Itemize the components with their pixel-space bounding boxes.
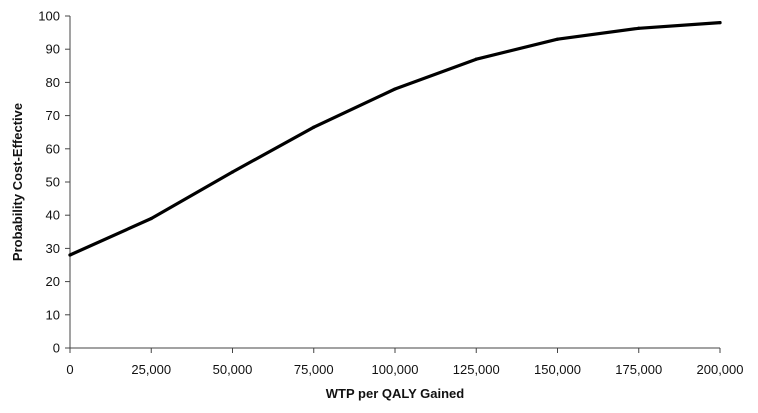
y-tick-label: 20 [46, 274, 60, 289]
y-axis-title: Probability Cost-Effective [10, 103, 25, 261]
data-point [68, 253, 72, 257]
x-axis-ticks: 0 25,000 50,000 75,000 100,000 125,000 150,000… [66, 348, 744, 377]
series-group [68, 21, 722, 257]
x-tick-label: 75,000 [294, 362, 334, 377]
data-point [718, 21, 722, 25]
series-line-1 [68, 21, 722, 257]
data-point [230, 170, 235, 174]
x-axis-title: WTP per QALY Gained [326, 386, 465, 401]
data-point [312, 125, 316, 129]
x-tick-label: 200,000 [697, 362, 744, 377]
data-point [149, 216, 153, 221]
y-tick-label: 80 [46, 75, 60, 90]
y-tick-label: 40 [46, 208, 60, 223]
y-axis-ticks: 0 10 20 30 40 50 60 70 80 90 100 [38, 9, 70, 356]
y-tick-label: 0 [53, 341, 60, 356]
x-tick-label: 0 [66, 362, 73, 377]
y-tick-label: 30 [46, 241, 60, 256]
y-tick-label: 10 [46, 307, 60, 322]
x-tick-label: 50,000 [213, 362, 253, 377]
data-point [555, 37, 560, 41]
y-tick-label: 90 [46, 42, 60, 57]
x-tick-label: 175,000 [615, 362, 662, 377]
data-point [637, 26, 641, 30]
data-point [393, 87, 397, 91]
y-tick-label: 100 [38, 9, 60, 24]
axes [69, 16, 720, 349]
x-tick-label: 100,000 [372, 362, 419, 377]
y-tick-label: 60 [46, 141, 60, 156]
data-point [474, 57, 478, 61]
x-tick-label: 25,000 [131, 362, 171, 377]
y-tick-label: 50 [46, 175, 60, 190]
x-tick-label: 125,000 [453, 362, 500, 377]
x-tick-label: 150,000 [534, 362, 581, 377]
y-tick-label: 70 [46, 108, 60, 123]
